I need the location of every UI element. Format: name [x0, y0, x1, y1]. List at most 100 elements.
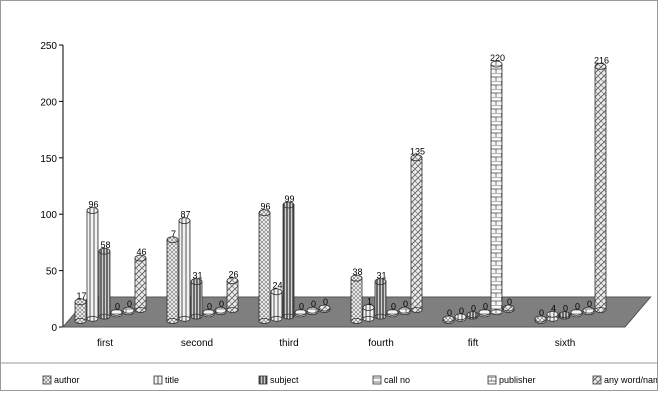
data-label: 0 [299, 301, 304, 311]
legend-swatch [592, 375, 602, 385]
bar-top-cap [226, 277, 239, 285]
bar-top-cap [466, 311, 479, 319]
bar-top-cap [178, 217, 191, 225]
bar-publisher [490, 60, 503, 316]
bar-body [226, 280, 239, 311]
bar-top-cap [478, 308, 491, 316]
legend-label: subject [270, 375, 299, 385]
bar-top-cap [282, 201, 295, 209]
bar-any-word-name [410, 154, 423, 313]
bar-publisher [398, 306, 411, 316]
data-label: 58 [100, 240, 110, 250]
data-label: 216 [594, 55, 609, 65]
bar-bottom-cap [98, 313, 111, 320]
bar-top-cap [410, 154, 423, 162]
y-tick-label: 50 [46, 267, 58, 278]
bar-body [374, 281, 387, 317]
data-label: 17 [76, 291, 86, 301]
bar-bottom-cap [166, 318, 179, 324]
data-label: 0 [575, 301, 580, 311]
bar-body [350, 277, 363, 322]
data-label: 4 [551, 303, 556, 313]
bar-bottom-cap [190, 313, 203, 320]
bar-subject [558, 311, 571, 320]
bar-call-no [478, 308, 491, 318]
data-label: 0 [323, 297, 328, 307]
bar-top-cap [306, 306, 319, 314]
bar-any-word-name [226, 277, 239, 313]
bar-body [410, 157, 423, 311]
data-label: 0 [207, 301, 212, 311]
data-label: 31 [376, 271, 386, 281]
legend-item: title [153, 375, 179, 385]
bar-subject [190, 278, 203, 320]
y-tick-label: 100 [40, 210, 57, 221]
bar-top-cap [86, 207, 99, 214]
bar-bottom-cap [350, 318, 363, 324]
legend-item: author [42, 375, 80, 385]
bar-top-cap [318, 304, 331, 312]
data-label: 46 [136, 247, 146, 257]
bar-call-no [294, 308, 307, 318]
bar-bottom-cap [86, 315, 99, 322]
bar-body [178, 220, 191, 320]
bar-title [270, 288, 283, 322]
bar-subject [466, 311, 479, 320]
bar-body [490, 63, 503, 313]
bar-top-cap [202, 308, 215, 316]
bar-body [98, 250, 111, 317]
bar-top-cap [214, 306, 227, 314]
data-label: 0 [127, 299, 132, 309]
bar-body [270, 291, 283, 320]
legend: author title subject call no publisher any wo… [42, 375, 658, 385]
data-label: 0 [563, 304, 568, 314]
bar-top-cap [534, 315, 547, 323]
bar-publisher [306, 306, 319, 316]
bar-top-cap [362, 304, 375, 311]
bar-any-word-name [594, 62, 607, 313]
data-label: 0 [483, 301, 488, 311]
x-tick-label: first [97, 338, 113, 349]
bar-bottom-cap [490, 309, 503, 316]
data-label: 0 [471, 304, 476, 314]
bar-author [534, 315, 547, 324]
bar-body [258, 212, 271, 322]
bar-top-cap [546, 310, 559, 318]
data-label: 38 [352, 267, 362, 277]
bar-bottom-cap [374, 313, 387, 320]
bar-bottom-cap [410, 307, 423, 313]
bar-bottom-cap [226, 307, 239, 313]
bar-top-cap [558, 311, 571, 319]
legend-swatch [372, 375, 382, 385]
bar-top-cap [386, 308, 399, 316]
legend-item: call no [372, 375, 410, 385]
bar-subject [282, 201, 295, 320]
bar-top-cap [110, 308, 123, 316]
data-label: 0 [447, 308, 452, 318]
bar-body [190, 281, 203, 317]
legend-swatch [153, 375, 163, 385]
legend-item: subject [258, 375, 299, 385]
bar-body [134, 257, 147, 311]
bar-publisher [582, 306, 595, 316]
data-label: 7 [171, 229, 176, 239]
data-label: 0 [391, 301, 396, 311]
bar-bottom-cap [258, 318, 271, 324]
legend-label: publisher [499, 375, 536, 385]
bar-top-cap [454, 313, 467, 321]
bar-body [166, 239, 179, 322]
bar-bottom-cap [74, 318, 87, 324]
bar-top-cap [374, 278, 387, 286]
data-label: 26 [228, 270, 238, 280]
legend-label: any word/name [604, 375, 657, 385]
bar-subject [374, 278, 387, 320]
bar-bottom-cap [178, 315, 191, 322]
legend-item: publisher [487, 375, 536, 385]
bar-title [362, 304, 375, 322]
bars-layer [74, 60, 607, 324]
data-label: 96 [260, 202, 270, 212]
bar-top-cap [270, 288, 283, 296]
